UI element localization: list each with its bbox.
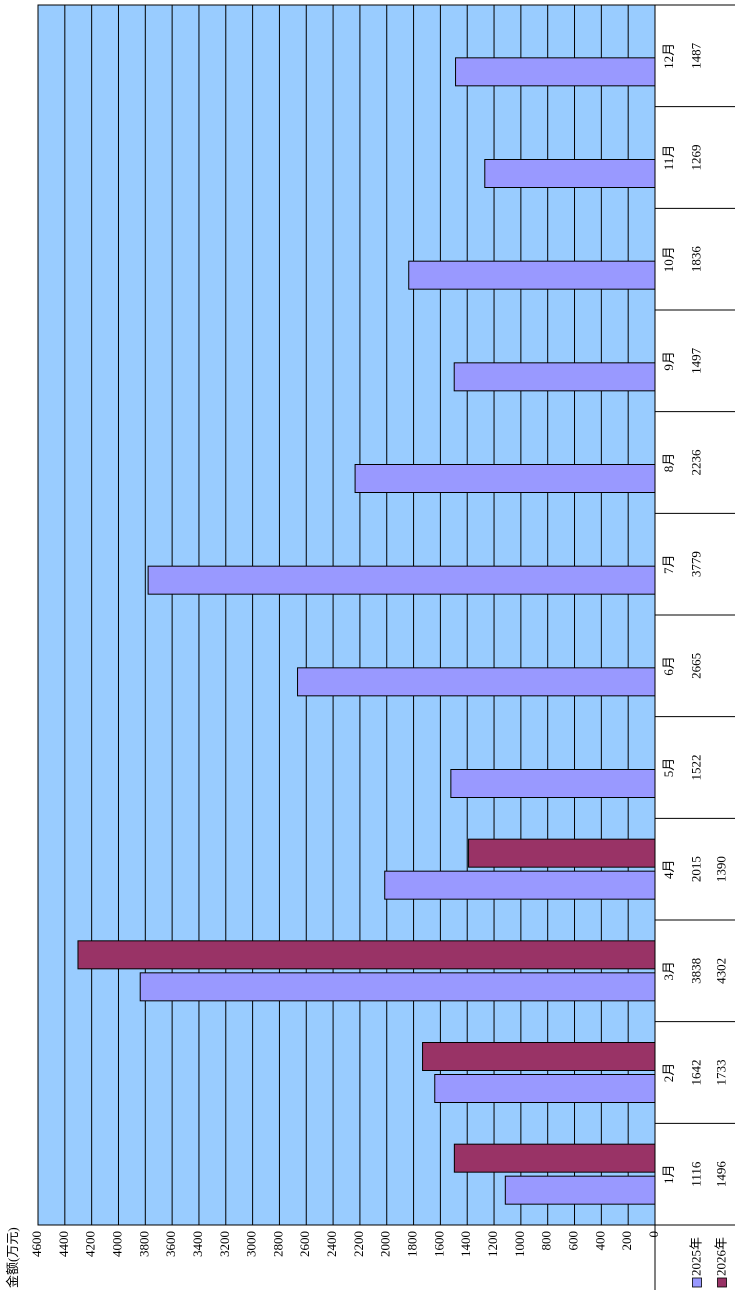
y-axis-title: 金额(万元) [5, 1227, 20, 1288]
y-tick-label: 1600 [431, 1231, 446, 1257]
x-tick-label: 5月 [661, 758, 676, 778]
table-value: 1390 [713, 856, 728, 882]
y-tick-label: 2800 [270, 1231, 285, 1257]
bar [297, 667, 656, 697]
table-value: 2015 [688, 856, 703, 882]
bar [504, 1175, 656, 1205]
x-tick-label: 8月 [661, 453, 676, 473]
legend-label: 2026年 [713, 1237, 728, 1276]
y-tick-label: 600 [566, 1231, 581, 1251]
y-tick-label: 4400 [56, 1231, 71, 1257]
y-tick-label: 1800 [405, 1231, 420, 1257]
y-tick-label: 2400 [324, 1231, 339, 1257]
table-value: 1733 [713, 1060, 728, 1086]
y-tick-label: 0 [646, 1231, 661, 1238]
y-tick-label: 4600 [29, 1231, 44, 1257]
bar [453, 1143, 656, 1173]
y-tick-label: 1400 [458, 1231, 473, 1257]
table-value: 1496 [713, 1161, 728, 1188]
table-value: 1269 [688, 145, 703, 171]
y-tick-label: 3400 [190, 1231, 205, 1257]
y-tick-label: 3800 [136, 1231, 151, 1257]
legend-key [717, 1277, 727, 1288]
bar [434, 1074, 656, 1103]
y-tick-label: 1200 [485, 1231, 500, 1257]
x-tick-label: 9月 [661, 351, 676, 371]
bar [139, 972, 656, 1002]
table-value: 2236 [688, 449, 703, 476]
x-tick-label: 10月 [661, 246, 676, 272]
y-tick-label: 400 [592, 1231, 607, 1251]
table-value: 1642 [688, 1060, 703, 1086]
table-value: 1116 [688, 1161, 703, 1187]
bar [450, 769, 656, 798]
y-tick-label: 1000 [512, 1231, 527, 1257]
bar [453, 362, 656, 392]
x-tick-label: 4月 [661, 859, 676, 879]
table-value: 3779 [688, 551, 703, 577]
y-tick-label: 2000 [378, 1231, 393, 1257]
table-value: 1522 [688, 755, 703, 781]
x-tick-label: 7月 [661, 554, 676, 574]
bar [384, 870, 656, 900]
y-tick-label: 2600 [297, 1231, 312, 1257]
y-tick-label: 200 [619, 1231, 634, 1251]
bar [422, 1042, 656, 1071]
x-tick-label: 1月 [661, 1164, 676, 1184]
bar [77, 940, 656, 970]
table-value: 2665 [688, 653, 703, 679]
table-value: 1836 [688, 246, 703, 273]
bar [354, 464, 656, 493]
x-tick-label: 3月 [661, 961, 676, 981]
bar [484, 159, 656, 188]
x-tick-label: 12月 [661, 43, 676, 69]
bar [408, 260, 656, 290]
table-value: 1497 [688, 347, 703, 374]
y-tick-label: 800 [539, 1231, 554, 1251]
y-tick-label: 3200 [217, 1231, 232, 1257]
bar [468, 838, 656, 868]
table-value: 3838 [688, 958, 703, 984]
table-value: 4302 [713, 958, 728, 984]
y-tick-label: 4000 [109, 1231, 124, 1257]
x-tick-label: 11月 [661, 145, 676, 171]
y-tick-label: 4200 [83, 1231, 98, 1257]
bar [147, 565, 656, 595]
legend-label: 2025年 [688, 1237, 703, 1276]
y-tick-label: 3000 [244, 1231, 259, 1257]
table-value: 1487 [688, 42, 703, 69]
x-tick-label: 2月 [661, 1063, 676, 1083]
x-tick-label: 6月 [661, 656, 676, 676]
y-tick-label: 2200 [351, 1231, 366, 1257]
legend-key [692, 1277, 702, 1288]
y-tick-label: 3600 [163, 1231, 178, 1257]
bar [455, 57, 656, 87]
